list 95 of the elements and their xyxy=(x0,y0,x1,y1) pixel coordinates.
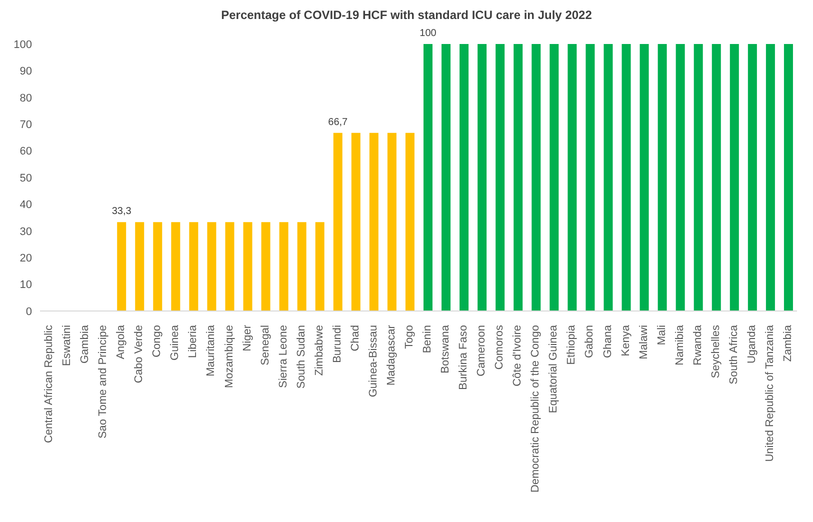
bar xyxy=(315,222,324,311)
bar xyxy=(748,44,757,311)
bar xyxy=(297,222,306,311)
y-tick-label: 20 xyxy=(20,252,32,265)
bar xyxy=(460,44,469,311)
x-tick-label: South Sudan xyxy=(295,325,308,389)
y-tick-label: 90 xyxy=(20,66,32,78)
x-tick-label: Guinea-Bissau xyxy=(367,325,380,398)
x-tick-label: Burkina Faso xyxy=(458,325,470,390)
bar xyxy=(442,44,451,311)
x-tick-label: Rwanda xyxy=(692,324,704,366)
bar xyxy=(586,44,595,311)
bar xyxy=(730,44,739,311)
chart-title: Percentage of COVID-19 HCF with standard ICU care in July 2022 xyxy=(220,8,593,24)
x-tick-label: Côte d'Ivoire xyxy=(512,325,524,386)
bar xyxy=(712,44,721,311)
bar xyxy=(658,44,667,311)
y-tick-label: 40 xyxy=(20,199,32,212)
bar xyxy=(550,44,559,311)
x-tick-label: Seychelles xyxy=(710,324,722,378)
data-label: 100 xyxy=(420,28,437,39)
x-tick-label: Zambia xyxy=(782,324,794,362)
bar xyxy=(694,44,703,311)
bar xyxy=(568,44,577,311)
y-tick-label: 30 xyxy=(20,226,32,238)
bar xyxy=(604,44,613,311)
x-tick-label: Malawi xyxy=(638,325,650,360)
x-tick-label: Central African Republic xyxy=(43,324,56,444)
x-tick-label: Namibia xyxy=(674,324,686,366)
bar xyxy=(225,222,234,311)
y-tick-label: 0 xyxy=(26,306,32,318)
x-tick-label: Angola xyxy=(115,324,128,360)
bar xyxy=(478,44,487,311)
bar xyxy=(424,44,432,311)
x-tick-label: Benin xyxy=(422,325,434,354)
bar xyxy=(279,222,288,311)
x-tick-label: Mauritania xyxy=(205,324,218,376)
x-tick-label: Comoros xyxy=(494,324,506,370)
bar xyxy=(117,222,126,311)
x-tick-label: Cabo Verde xyxy=(133,325,146,384)
y-tick-label: 10 xyxy=(20,279,32,292)
x-tick-label: Ghana xyxy=(602,324,614,358)
data-label: 66,7 xyxy=(328,116,348,128)
x-tick-label: Mali xyxy=(656,325,668,346)
bar xyxy=(261,222,270,311)
x-tick-label: South Africa xyxy=(728,324,740,384)
x-tick-label: Botswana xyxy=(440,324,452,374)
x-tick-label: Mozambique xyxy=(223,325,236,388)
x-tick-label: Ethiopia xyxy=(566,324,578,365)
bar xyxy=(351,132,360,311)
bar xyxy=(333,132,342,311)
bar xyxy=(171,222,180,311)
x-tick-label: Kenya xyxy=(620,324,632,356)
bar xyxy=(784,44,793,311)
y-tick-label: 70 xyxy=(20,119,32,132)
x-tick-label: Equatorial Guinea xyxy=(548,324,560,414)
y-tick-label: 50 xyxy=(20,172,32,184)
bar xyxy=(676,44,685,311)
y-tick-label: 100 xyxy=(14,38,32,51)
bar xyxy=(532,44,541,311)
x-tick-label: Senegal xyxy=(259,325,272,366)
x-tick-label: Uganda xyxy=(746,324,758,364)
bar xyxy=(387,132,396,311)
x-tick-label: Democratic Republic of the Congo xyxy=(530,325,542,493)
bar xyxy=(496,44,505,311)
x-tick-label: Guinea xyxy=(169,324,182,360)
bar xyxy=(640,44,649,311)
data-label: 33,3 xyxy=(112,206,132,218)
bar xyxy=(135,222,144,311)
y-tick-label: 80 xyxy=(20,92,32,104)
x-tick-label: Burundi xyxy=(331,325,344,363)
x-tick-label: Sierra Leone xyxy=(277,325,290,388)
x-tick-label: Sao Tome and Principe xyxy=(97,325,110,439)
x-tick-label: Gambia xyxy=(79,324,92,364)
x-tick-label: Zimbabwe xyxy=(313,325,326,376)
x-tick-label: Eswatini xyxy=(61,325,74,366)
x-tick-label: Togo xyxy=(403,325,416,349)
x-tick-label: Niger xyxy=(241,324,254,352)
x-tick-label: Chad xyxy=(349,325,362,352)
x-tick-label: United Republic of Tanzania xyxy=(764,324,776,462)
x-tick-label: Liberia xyxy=(187,324,200,358)
bar xyxy=(207,222,216,311)
bar xyxy=(405,132,414,311)
x-tick-label: Madagascar xyxy=(385,324,398,386)
x-tick-label: Cameroon xyxy=(476,325,488,376)
bar xyxy=(622,44,631,311)
bar xyxy=(514,44,523,311)
bar xyxy=(243,222,252,311)
bar xyxy=(369,132,378,311)
bar xyxy=(189,222,198,311)
bar xyxy=(766,44,775,311)
x-tick-label: Congo xyxy=(151,325,164,358)
bar xyxy=(153,222,162,311)
x-tick-label: Gabon xyxy=(584,325,596,358)
y-tick-label: 60 xyxy=(20,146,32,158)
